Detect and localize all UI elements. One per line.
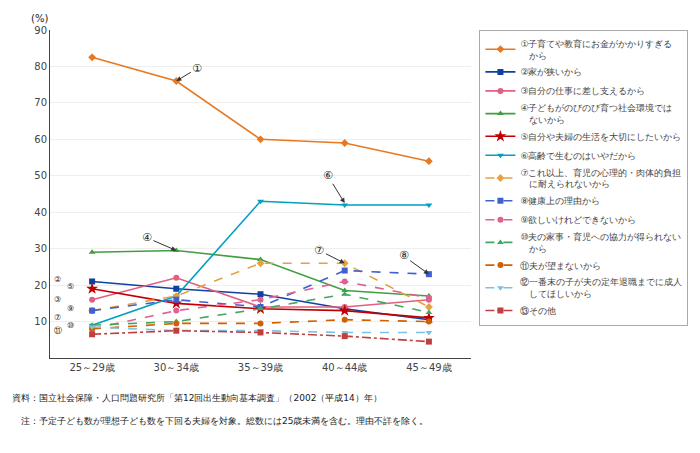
svg-text:80: 80 [34, 61, 47, 72]
svg-text:②: ② [54, 275, 61, 284]
svg-text:⑪夫が望まないから: ⑪夫が望まないから [520, 261, 601, 271]
svg-text:⑨: ⑨ [67, 304, 74, 313]
svg-text:⑥高齢で生むのはいやだから: ⑥高齢で生むのはいやだから [520, 151, 636, 161]
svg-text:⑩: ⑩ [67, 321, 74, 330]
svg-text:④: ④ [142, 231, 152, 244]
svg-text:30～34歳: 30～34歳 [154, 362, 199, 373]
svg-text:40～44歳: 40～44歳 [322, 362, 367, 373]
svg-text:⑪: ⑪ [54, 326, 62, 335]
svg-text:⑧健康上の理由から: ⑧健康上の理由から [520, 196, 600, 206]
svg-text:②家が狭いから: ②家が狭いから [520, 67, 582, 77]
svg-text:90: 90 [34, 25, 47, 36]
svg-text:⑦: ⑦ [314, 244, 324, 257]
svg-text:⑤: ⑤ [67, 282, 74, 291]
svg-text:⑩夫の家事・育児への協力が得られない から: ⑩夫の家事・育児への協力が得られない から [520, 232, 681, 254]
svg-text:10: 10 [34, 316, 47, 327]
svg-text:25～29歳: 25～29歳 [69, 362, 114, 373]
svg-text:③: ③ [54, 295, 61, 304]
svg-text:①: ① [192, 62, 202, 75]
svg-text:60: 60 [34, 134, 47, 145]
svg-text:⑤自分や夫婦の生活を大切にしたいから: ⑤自分や夫婦の生活を大切にしたいから [520, 132, 681, 142]
svg-text:④子どもがのびのび育つ社会環境では ないから: ④子どもがのびのび育つ社会環境では ないから [520, 103, 672, 125]
svg-text:40: 40 [34, 207, 47, 218]
svg-text:30: 30 [34, 243, 47, 254]
svg-text:⑫一番末の子が夫の定年退職までに成人 してほしいから: ⑫一番末の子が夫の定年退職までに成人 してほしいから [520, 277, 682, 299]
svg-text:⑦: ⑦ [54, 313, 61, 322]
svg-text:①子育てや教育にお金がかかりすぎる から: ①子育てや教育にお金がかかりすぎる から [520, 39, 672, 61]
svg-text:20: 20 [34, 280, 47, 291]
svg-text:70: 70 [34, 97, 47, 108]
svg-text:50: 50 [34, 170, 47, 181]
svg-text:注：予定子ども数が理想子ども数を下回る夫婦を対象。総数には2: 注：予定子ども数が理想子ども数を下回る夫婦を対象。総数には25歳未満を含む。理由… [12, 416, 428, 426]
svg-text:③自分の仕事に差し支えるから: ③自分の仕事に差し支えるから [520, 86, 645, 96]
svg-text:⑬その他: ⑬その他 [520, 306, 556, 316]
svg-text:(%): (%) [31, 13, 48, 24]
svg-text:資料：国立社会保障・人口問題研究所「第12回出生動向基本調査: 資料：国立社会保障・人口問題研究所「第12回出生動向基本調査」（2002（平成1… [12, 393, 382, 403]
svg-text:35～39歳: 35～39歳 [238, 362, 283, 373]
svg-text:⑦これ以上、育児の心理的・肉体的負担 に耐えられないから: ⑦これ以上、育児の心理的・肉体的負担 に耐えられないから [520, 168, 681, 190]
svg-text:45～49歳: 45～49歳 [406, 362, 451, 373]
svg-text:⑧: ⑧ [399, 249, 409, 262]
svg-text:⑨欲しいけれどできないから: ⑨欲しいけれどできないから [520, 215, 636, 225]
svg-text:⑥: ⑥ [323, 169, 333, 182]
